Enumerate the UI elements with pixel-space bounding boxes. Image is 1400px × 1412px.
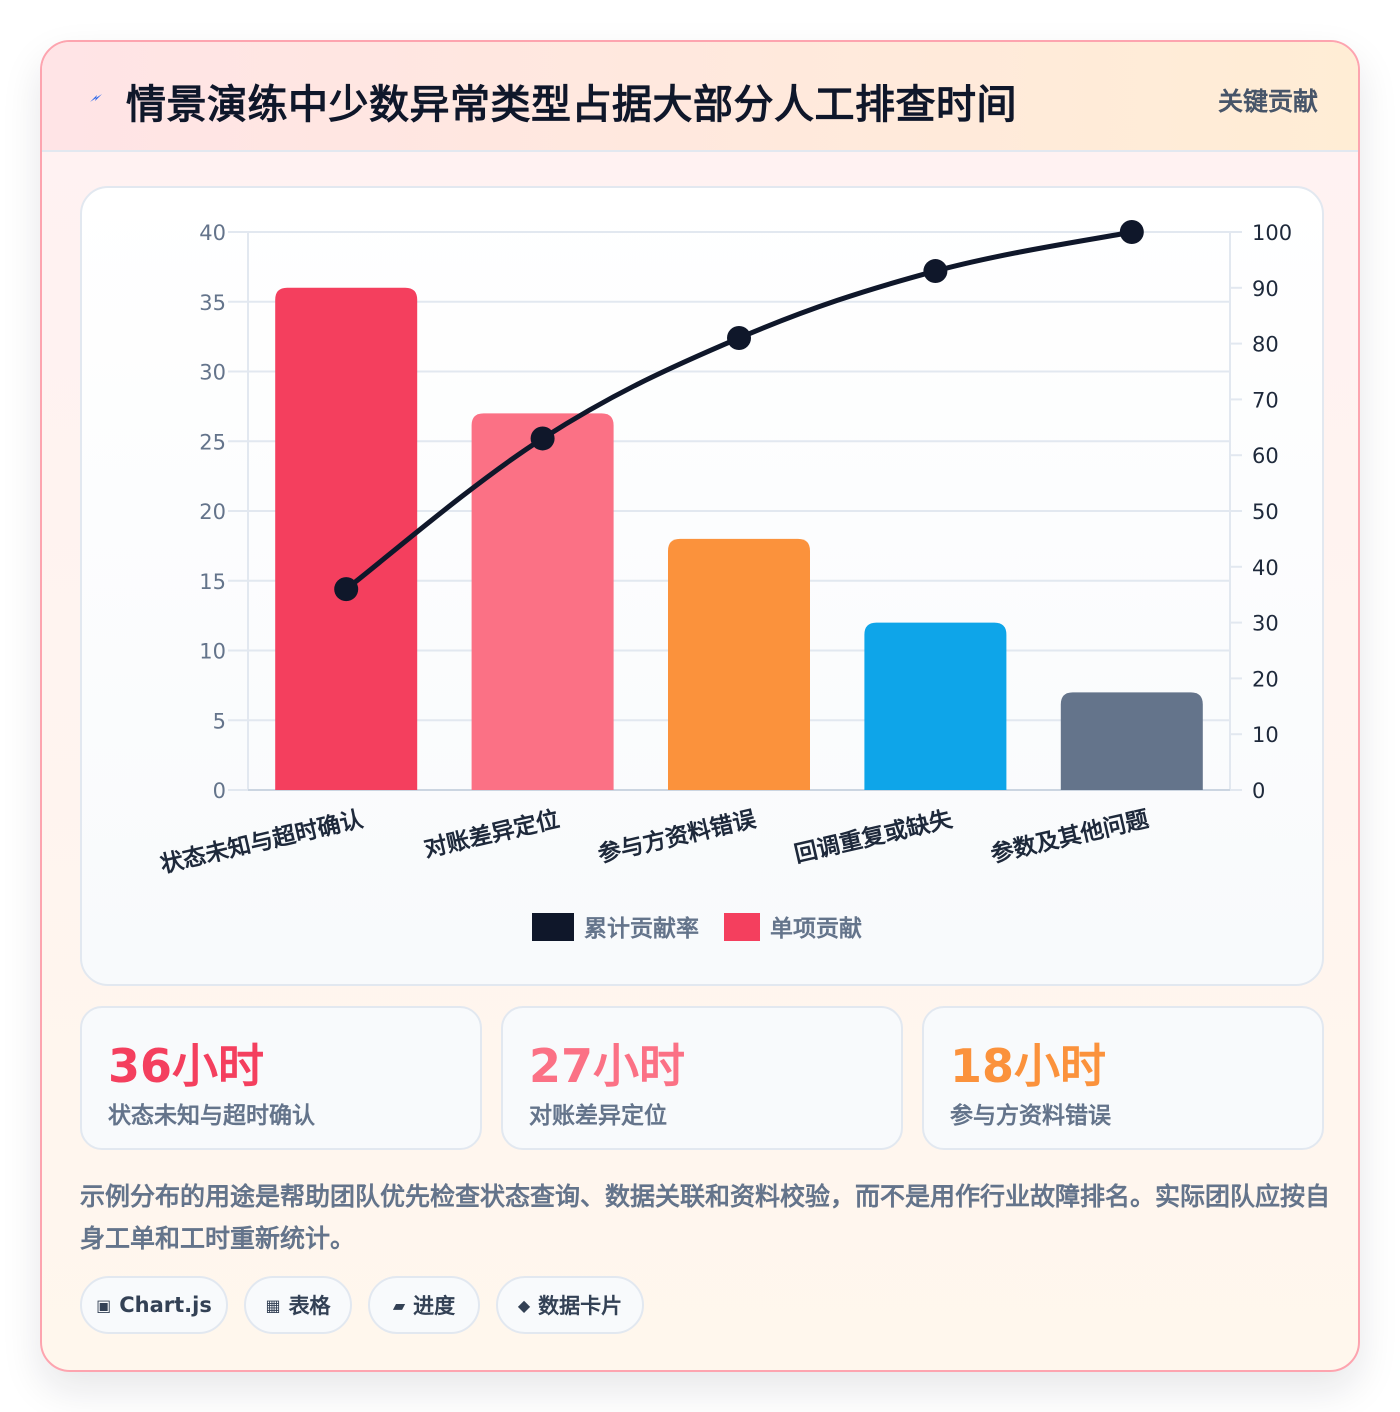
y-right-tick-label: 100 [1252, 221, 1292, 245]
tag-label: 数据卡片 [538, 1294, 623, 1318]
stat-value: 18小时 [950, 1039, 1107, 1093]
tag-data-card[interactable]: ◆ 数据卡片 [496, 1276, 644, 1334]
legend-swatch-2 [724, 913, 760, 941]
y-right-tick-label: 50 [1252, 500, 1279, 524]
cumulative-line [344, 229, 1133, 592]
y-right-tick-label: 90 [1252, 277, 1279, 301]
y-right-tick-label: 10 [1252, 723, 1279, 747]
cumulative-point-3 [727, 326, 751, 351]
y-left-tick-label: 0 [213, 779, 226, 803]
stat-card-1: 36小时 状态未知与超时确认 [80, 1006, 482, 1150]
page-title: 情景演练中少数异常类型占据大部分人工排查时间 [126, 82, 1017, 128]
stat-value: 36小时 [108, 1039, 265, 1093]
stat-label: 参与方资料错误 [950, 1103, 1111, 1129]
bar-1 [275, 287, 418, 790]
footnote-text: 示例分布的用途是帮助团队优先检查状态查询、数据关联和资料校验，而不是用作行业故障… [80, 1182, 1331, 1253]
legend-label-2: 单项贡献 [770, 916, 862, 942]
x-tick-label: 参数及其他问题 [988, 806, 1151, 869]
bar-3 [668, 538, 810, 790]
y-left-tick-label: 35 [199, 291, 226, 315]
tag-label: 进度 [413, 1294, 456, 1318]
x-tick-label: 对账差异定位 [421, 806, 562, 863]
tag-table[interactable]: ▦ 表格 [244, 1276, 352, 1334]
x-tick-label: 回调重复或缺失 [792, 805, 956, 868]
y-right-tick-label: 40 [1252, 556, 1279, 580]
card-header: 情景演练中少数异常类型占据大部分人工排查时间 关键贡献 [42, 42, 1358, 152]
tag-label: 表格 [288, 1294, 331, 1318]
tag-label: Chart.js [119, 1293, 212, 1317]
stat-label: 对账差异定位 [529, 1103, 667, 1129]
y-left-tick-label: 15 [199, 570, 226, 594]
progress-icon: ▰ [392, 1295, 406, 1315]
bar-5 [1060, 692, 1203, 790]
y-right-tick-label: 80 [1252, 333, 1279, 357]
chart-panel: 0 5 10 15 20 25 30 35 40 0 10 20 30 40 50 60 70 80 90 100 状态… [80, 186, 1324, 986]
stat-label: 状态未知与超时确认 [108, 1103, 315, 1129]
y-left-tick-label: 30 [199, 361, 226, 385]
y-left-tick-label: 10 [199, 640, 226, 664]
legend-label-1: 累计贡献率 [584, 915, 699, 942]
cumulative-point-4 [923, 259, 948, 284]
cumulative-point-2 [530, 426, 555, 451]
y-right-tick-label: 20 [1252, 667, 1279, 691]
bar-4 [864, 622, 1007, 790]
stat-value: 27小时 [529, 1039, 686, 1093]
y-right-tick-label: 0 [1252, 779, 1265, 803]
y-left-tick-label: 25 [199, 430, 226, 454]
chart-card: 情景演练中少数异常类型占据大部分人工排查时间 关键贡献 0 5 10 15 20 25 30… [40, 40, 1360, 1372]
cumulative-point-5 [1119, 220, 1144, 244]
stat-card-3: 18小时 参与方资料错误 [922, 1006, 1324, 1150]
y-left-tick-label: 40 [199, 221, 226, 245]
x-tick-label: 参与方资料错误 [595, 805, 759, 868]
cumulative-point-1 [334, 577, 359, 602]
lightning-bolt-icon [90, 94, 102, 102]
legend-swatch-1 [532, 913, 574, 941]
y-left-tick-label: 5 [213, 709, 226, 733]
diamond-icon: ◆ [517, 1295, 531, 1315]
y-right-tick-label: 30 [1252, 612, 1279, 636]
y-right-tick-label: 60 [1252, 444, 1279, 468]
x-tick-label: 状态未知与超时确认 [158, 806, 366, 879]
key-contribution-badge: 关键贡献 [1217, 87, 1318, 116]
bar-2 [471, 413, 614, 790]
tag-progress[interactable]: ▰ 进度 [368, 1276, 480, 1334]
tag-chartjs[interactable]: ▣ Chart.js [80, 1276, 228, 1334]
pareto-chart: 0 5 10 15 20 25 30 35 40 0 10 20 30 40 50 60 70 80 90 100 状态… [158, 220, 1292, 942]
y-left-tick-label: 20 [199, 500, 226, 524]
y-right-tick-label: 70 [1252, 388, 1279, 412]
chart-icon: ▣ [96, 1295, 112, 1315]
stat-card-2: 27小时 对账差异定位 [501, 1006, 903, 1150]
table-icon: ▦ [265, 1295, 281, 1315]
